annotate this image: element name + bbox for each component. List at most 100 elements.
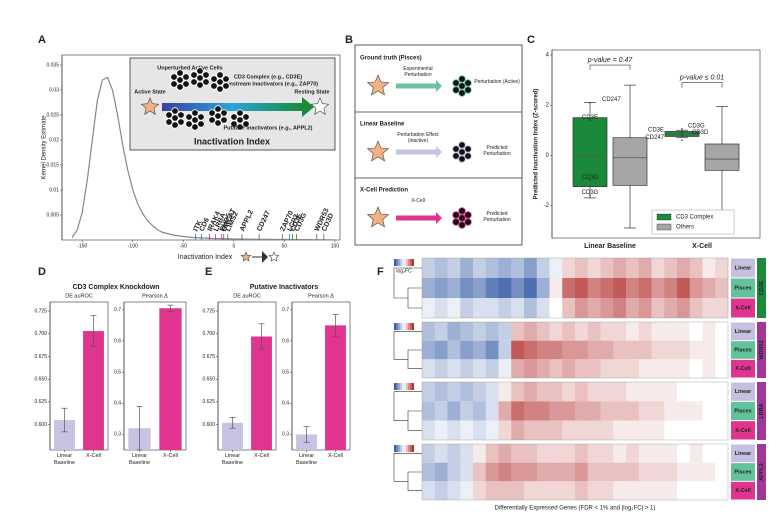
cell xyxy=(458,141,466,149)
cell xyxy=(230,120,238,128)
inset-text: Putative Inactivators (e.g., APPL2) xyxy=(223,125,312,131)
heatmap-cell xyxy=(536,444,550,463)
heatmap-cell xyxy=(689,462,703,482)
arrow-label: Experimental Perturbation xyxy=(403,66,432,78)
y-tick-label: 0.015 xyxy=(46,162,59,168)
y-tick-label: 0.7 xyxy=(114,307,121,313)
y-tick-label: 0.625 xyxy=(34,399,47,405)
color-key xyxy=(396,383,398,390)
cell xyxy=(214,112,222,120)
cell xyxy=(452,152,460,160)
heatmap-cell xyxy=(689,340,703,360)
heatmap-cell xyxy=(485,298,499,318)
star xyxy=(140,97,160,115)
heatmap-cell xyxy=(511,340,525,360)
cell xyxy=(464,79,472,87)
color-key xyxy=(394,383,396,390)
heatmap-cell xyxy=(524,444,538,463)
color-key xyxy=(396,259,398,266)
heatmap-cell xyxy=(626,340,640,360)
heatmap-cell xyxy=(498,322,512,341)
heatmap-cell xyxy=(651,382,665,402)
heatmap-cell xyxy=(575,359,589,378)
y-tick-label: 0.4 xyxy=(114,401,121,407)
cell xyxy=(202,78,210,86)
arrow-head xyxy=(436,212,442,224)
heatmap-cell xyxy=(600,420,614,440)
heatmap-cell xyxy=(485,382,499,402)
color-key xyxy=(404,383,406,390)
heatmap-cell xyxy=(677,401,691,421)
color-key xyxy=(394,323,396,330)
heatmap-cell xyxy=(498,382,512,402)
cell xyxy=(464,211,472,219)
heatmap-cell xyxy=(511,420,525,440)
cell xyxy=(210,75,218,83)
color-key xyxy=(412,383,414,390)
heatmap-cell xyxy=(447,322,461,341)
y-tick-label: 0.03 xyxy=(49,87,59,93)
gene-label: ITK xyxy=(193,219,204,232)
heatmap-cell xyxy=(498,359,512,378)
heatmap-cell xyxy=(524,420,538,440)
heatmap-cell xyxy=(626,298,640,318)
heatmap-cell xyxy=(626,444,640,463)
gradient-arrow xyxy=(162,103,302,111)
heatmap-cell xyxy=(473,359,487,378)
heatmap-cell xyxy=(485,481,499,500)
heatmap-cell xyxy=(422,258,436,278)
step-title: Ground truth (Pisces) xyxy=(360,56,422,62)
heatmap-cell xyxy=(549,444,563,463)
heatmap-cell xyxy=(562,278,576,298)
heatmap-cell xyxy=(562,359,576,378)
y-tick-label: 0.6 xyxy=(282,338,289,344)
heatmap-cell xyxy=(677,278,691,298)
arrow-label: X-Cell xyxy=(411,198,425,204)
heatmap-cell xyxy=(575,462,589,482)
cell xyxy=(458,75,466,83)
heatmap-cell xyxy=(715,444,729,463)
row-tag xyxy=(731,382,755,401)
heatmap-cell xyxy=(689,420,703,440)
heatmap-cell xyxy=(587,340,601,360)
heatmap-cell xyxy=(473,322,487,341)
gene-label: CD3D xyxy=(692,130,709,136)
color-key xyxy=(404,323,406,330)
color-key xyxy=(394,445,396,452)
row-label: X-Cell xyxy=(735,305,751,311)
x-tick-label: Linear Baseline xyxy=(221,453,244,466)
color-key xyxy=(402,259,404,266)
heatmap-cell xyxy=(664,322,678,341)
cell xyxy=(197,120,205,128)
cell xyxy=(182,80,190,88)
x-tick-label: -50 xyxy=(180,243,187,249)
heatmap-cell xyxy=(677,258,691,278)
color-key xyxy=(406,383,408,390)
arrow-head xyxy=(436,80,442,92)
y-axis-label: Predicted Inactivation Index (Z-scored) xyxy=(534,89,540,200)
kde-line xyxy=(71,76,335,241)
cell xyxy=(214,105,222,113)
heatmap-cell xyxy=(587,462,601,482)
result-label: Predicted Perturbation xyxy=(483,145,511,157)
row-label: Linear xyxy=(735,329,752,335)
heatmap-cell xyxy=(600,462,614,482)
cell xyxy=(190,71,198,79)
gene-label: APPL2 xyxy=(759,463,765,481)
row-label: Pisces xyxy=(734,469,751,475)
gene-tag xyxy=(757,382,766,440)
gene-label: CD3G xyxy=(582,190,599,196)
heatmap-cell xyxy=(460,278,474,298)
color-key xyxy=(406,259,408,266)
cell xyxy=(196,67,204,75)
heatmap-cell xyxy=(600,359,614,378)
inset-text: Unperturbed Active Cells xyxy=(157,65,223,71)
cell xyxy=(171,121,179,129)
y-tick-label: 0.675 xyxy=(34,354,47,360)
dendrogram xyxy=(393,391,422,431)
heatmap-cell xyxy=(536,401,550,421)
cell xyxy=(452,86,460,94)
panel-label: F xyxy=(377,266,384,278)
heatmap-cell xyxy=(460,481,474,500)
cell xyxy=(458,221,466,229)
